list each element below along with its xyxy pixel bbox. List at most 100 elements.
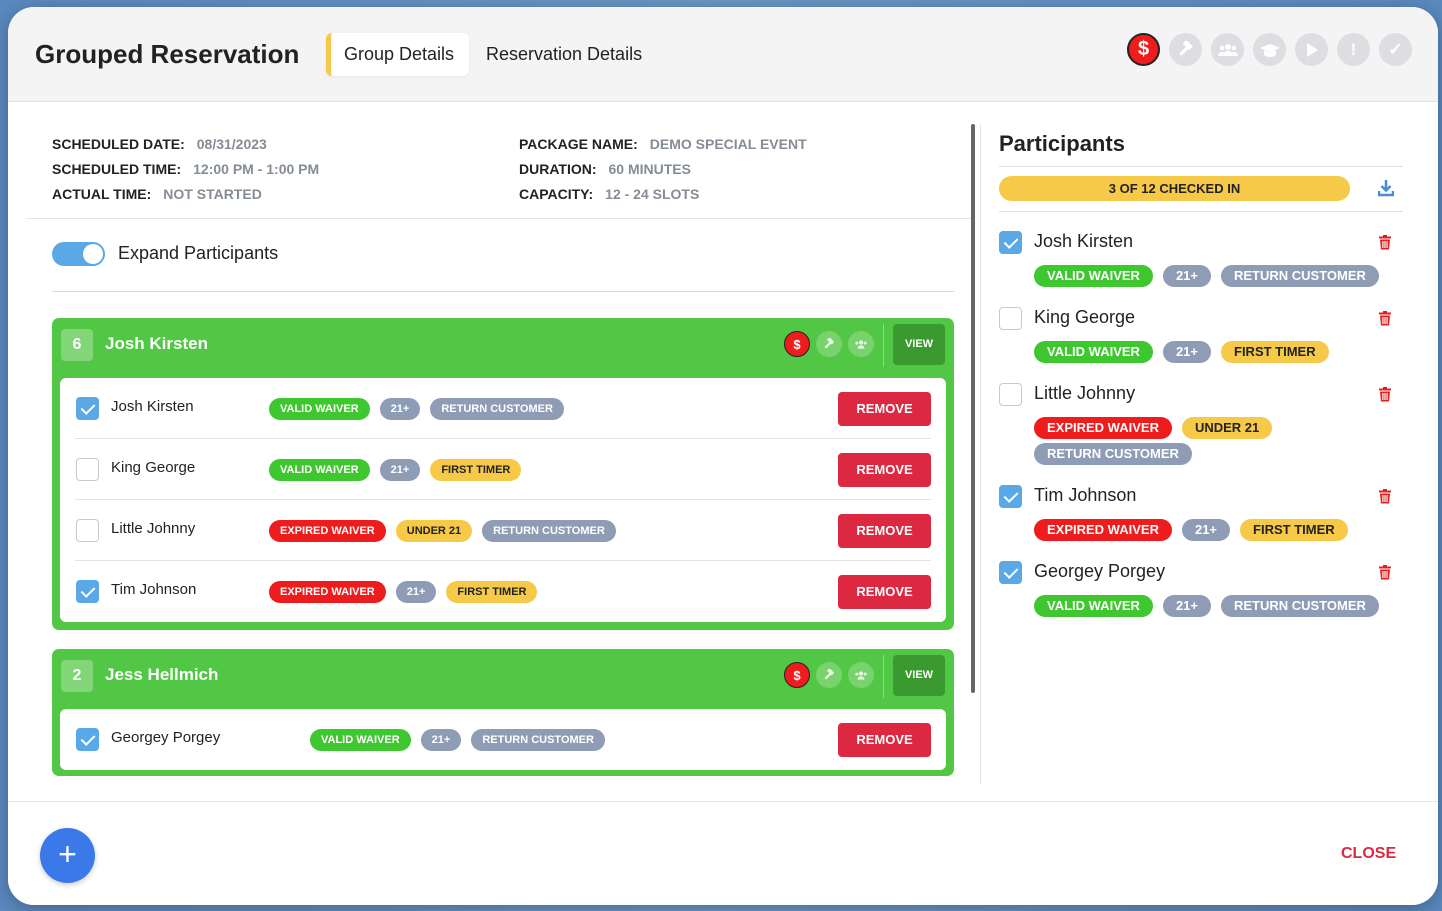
- checkin-checkbox[interactable]: [999, 561, 1022, 584]
- trash-icon[interactable]: [1379, 565, 1391, 580]
- remove-participant-button[interactable]: REMOVE: [838, 453, 931, 487]
- left-panel-scrollbar[interactable]: [971, 124, 975, 693]
- group-icon[interactable]: [1211, 33, 1244, 66]
- close-button[interactable]: CLOSE: [1341, 845, 1397, 862]
- waiver-badge: VALID WAIVER: [269, 459, 370, 481]
- participant-name: Tim Johnson: [111, 581, 197, 598]
- customer-type-badge: RETURN CUSTOMER: [471, 729, 605, 751]
- duration-label: DURATION:: [519, 161, 597, 177]
- group-card: 2 Jess Hellmich $ VIEW Georgey Porgey VA…: [52, 649, 954, 776]
- participant-badges: EXPIRED WAIVER UNDER 21 RETURN CUSTOMER: [1034, 417, 1284, 469]
- actual-time-label: ACTUAL TIME:: [52, 186, 152, 202]
- tab-reservation-details[interactable]: Reservation Details: [486, 44, 643, 64]
- add-participant-button[interactable]: +: [40, 828, 95, 883]
- customer-type-badge: FIRST TIMER: [1240, 519, 1348, 541]
- modal-footer: + CLOSE: [8, 801, 1438, 905]
- play-icon[interactable]: [1295, 33, 1328, 66]
- waiver-badge: VALID WAIVER: [1034, 265, 1153, 287]
- checkin-checkbox[interactable]: [999, 307, 1022, 330]
- participant-row: Georgey Porgey VALID WAIVER 21+ RETURN C…: [75, 709, 931, 770]
- checkin-checkbox[interactable]: [999, 383, 1022, 406]
- dollar-icon[interactable]: $: [784, 662, 810, 688]
- group-header-separator: [883, 655, 884, 698]
- age-badge: 21+: [1162, 341, 1211, 363]
- schedule-info: SCHEDULED DATE: 08/31/2023 SCHEDULED TIME…: [52, 132, 319, 207]
- duration-value: 60 MINUTES: [608, 161, 691, 177]
- divider: [52, 291, 954, 292]
- dollar-icon[interactable]: $: [784, 331, 810, 357]
- customer-type-badge: FIRST TIMER: [430, 459, 522, 481]
- participant-list-item: King George VALID WAIVER 21+ FIRST TIMER: [999, 307, 1403, 367]
- view-group-button[interactable]: VIEW: [893, 324, 945, 365]
- group-card: 6 Josh Kirsten $ VIEW Josh Kirsten VALID…: [52, 318, 954, 630]
- checkin-checkbox[interactable]: [999, 485, 1022, 508]
- expand-participants-label: Expand Participants: [118, 243, 279, 263]
- waiver-badge: EXPIRED WAIVER: [269, 520, 386, 542]
- remove-participant-button[interactable]: REMOVE: [838, 575, 931, 609]
- group-header: 6 Josh Kirsten $ VIEW: [52, 318, 954, 376]
- trash-icon[interactable]: [1379, 387, 1391, 402]
- scheduled-time-value: 12:00 PM - 1:00 PM: [193, 161, 320, 177]
- age-badge: 21+: [420, 729, 462, 751]
- customer-type-badge: FIRST TIMER: [446, 581, 538, 603]
- participant-name: Georgey Porgey: [1034, 561, 1166, 581]
- customer-type-badge: RETURN CUSTOMER: [1034, 443, 1192, 465]
- hammer-icon[interactable]: [1169, 33, 1202, 66]
- participant-name: Little Johnny: [1034, 383, 1136, 403]
- scheduled-time-label: SCHEDULED TIME:: [52, 161, 182, 177]
- modal-header: Grouped Reservation Group Details Reserv…: [8, 7, 1438, 102]
- participant-badges: VALID WAIVER 21+ RETURN CUSTOMER: [269, 398, 574, 420]
- hammer-icon[interactable]: [816, 662, 842, 688]
- age-badge: UNDER 21: [395, 520, 473, 542]
- group-icon[interactable]: [848, 662, 874, 688]
- trash-icon[interactable]: [1379, 311, 1391, 326]
- customer-type-badge: RETURN CUSTOMER: [1221, 265, 1379, 287]
- trash-icon[interactable]: [1379, 235, 1391, 250]
- participant-badges: EXPIRED WAIVER 21+ FIRST TIMER: [269, 581, 547, 603]
- checkin-checkbox[interactable]: [76, 728, 99, 751]
- checkin-checkbox[interactable]: [76, 397, 99, 420]
- alert-icon[interactable]: !: [1337, 33, 1370, 66]
- remove-participant-button[interactable]: REMOVE: [838, 514, 931, 548]
- participant-row: Josh Kirsten VALID WAIVER 21+ RETURN CUS…: [75, 378, 931, 439]
- download-icon[interactable]: [1377, 179, 1395, 197]
- graduation-cap-icon[interactable]: [1253, 33, 1286, 66]
- divider: [26, 218, 972, 219]
- waiver-badge: EXPIRED WAIVER: [1034, 519, 1172, 541]
- participant-name: Josh Kirsten: [111, 398, 194, 415]
- participant-name: Little Johnny: [111, 520, 196, 537]
- group-participant-list: Georgey Porgey VALID WAIVER 21+ RETURN C…: [60, 709, 946, 770]
- age-badge: 21+: [379, 459, 421, 481]
- participant-badges: VALID WAIVER 21+ FIRST TIMER: [1034, 341, 1394, 367]
- remove-participant-button[interactable]: REMOVE: [838, 392, 931, 426]
- participant-badges: EXPIRED WAIVER 21+ FIRST TIMER: [1034, 519, 1394, 545]
- package-info: PACKAGE NAME: DEMO SPECIAL EVENT DURATION…: [519, 132, 807, 207]
- divider: [999, 166, 1403, 167]
- toggle-knob: [83, 244, 103, 264]
- hammer-icon[interactable]: [816, 331, 842, 357]
- divider: [999, 211, 1403, 212]
- package-name-label: PACKAGE NAME:: [519, 136, 638, 152]
- group-leader-name: Josh Kirsten: [105, 334, 208, 353]
- age-badge: 21+: [1162, 265, 1211, 287]
- check-icon[interactable]: ✓: [1379, 33, 1412, 66]
- grouped-reservation-modal: Grouped Reservation Group Details Reserv…: [8, 7, 1438, 905]
- waiver-badge: EXPIRED WAIVER: [1034, 417, 1172, 439]
- expand-participants-toggle[interactable]: [52, 242, 105, 266]
- checkin-checkbox[interactable]: [999, 231, 1022, 254]
- group-count: 2: [61, 660, 93, 692]
- tab-group-details[interactable]: Group Details: [326, 33, 469, 76]
- group-icon[interactable]: [848, 331, 874, 357]
- capacity-label: CAPACITY:: [519, 186, 594, 202]
- checkin-checkbox[interactable]: [76, 519, 99, 542]
- group-count: 6: [61, 329, 93, 361]
- scheduled-date-label: SCHEDULED DATE:: [52, 136, 185, 152]
- checkin-checkbox[interactable]: [76, 458, 99, 481]
- dollar-icon[interactable]: $: [1127, 33, 1160, 66]
- trash-icon[interactable]: [1379, 489, 1391, 504]
- checkin-checkbox[interactable]: [76, 580, 99, 603]
- remove-participant-button[interactable]: REMOVE: [838, 723, 931, 757]
- modal-title: Grouped Reservation: [35, 39, 300, 69]
- participant-name: Josh Kirsten: [1034, 231, 1134, 251]
- view-group-button[interactable]: VIEW: [893, 655, 945, 696]
